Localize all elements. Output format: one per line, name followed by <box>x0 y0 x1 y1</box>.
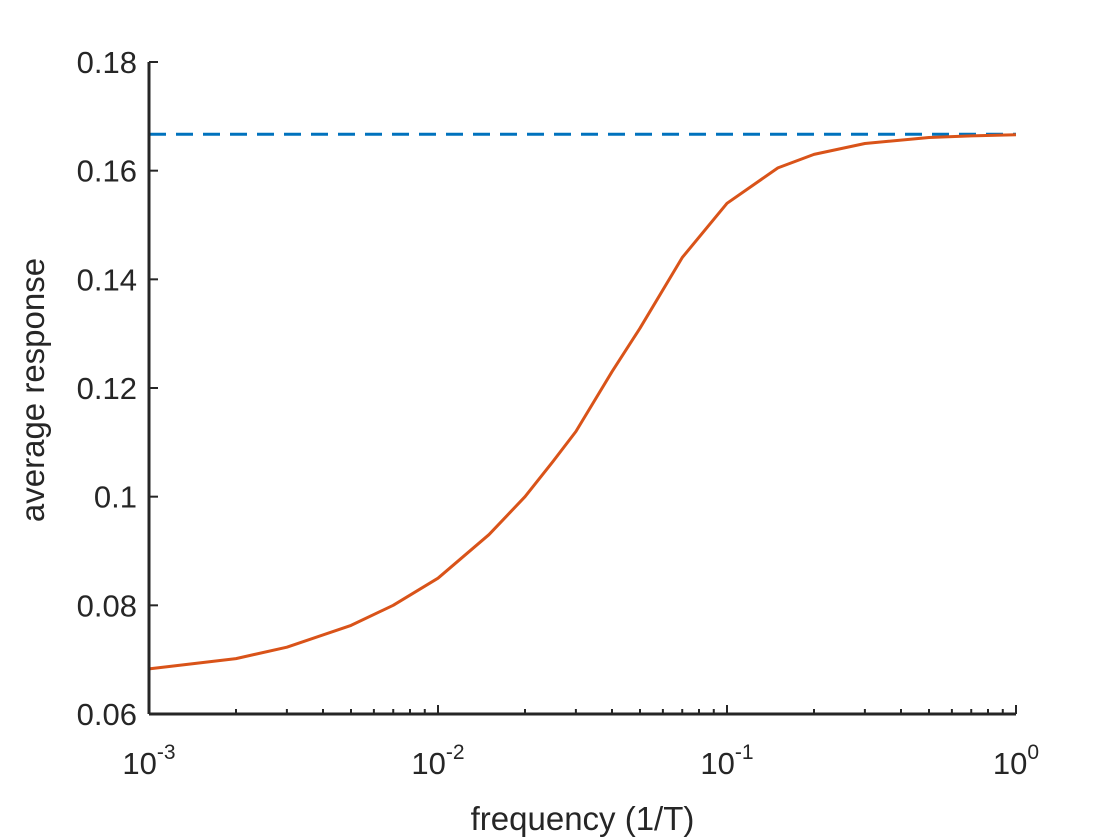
y-axis-title: average response <box>14 258 51 522</box>
y-axis-ticks: 0.06 0.08 0.1 0.12 0.14 0.16 0.18 <box>77 45 158 732</box>
x-tick-label: 10-2 <box>411 741 464 781</box>
y-tick-label: 0.12 <box>77 371 137 406</box>
x-axis-ticks: 10-3 10-2 10-1 100 <box>122 705 1039 781</box>
y-tick-label: 0.1 <box>94 480 137 515</box>
response-curve <box>148 133 1017 671</box>
y-tick-label: 0.08 <box>77 588 137 623</box>
x-tick-label: 10-1 <box>700 741 753 781</box>
x-tick-label: 100 <box>993 741 1039 781</box>
y-tick-label: 0.18 <box>77 45 137 80</box>
y-tick-label: 0.16 <box>77 154 137 189</box>
x-axis-title: frequency (1/T) <box>471 800 695 837</box>
y-tick-label: 0.14 <box>77 262 137 297</box>
series-layer <box>148 132 1017 671</box>
y-tick-label: 0.06 <box>77 697 137 732</box>
x-tick-label: 10-3 <box>122 741 175 781</box>
